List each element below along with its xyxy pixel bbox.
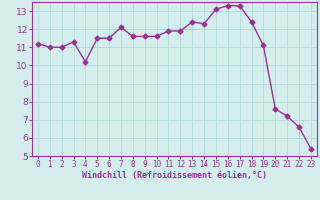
X-axis label: Windchill (Refroidissement éolien,°C): Windchill (Refroidissement éolien,°C) — [82, 171, 267, 180]
